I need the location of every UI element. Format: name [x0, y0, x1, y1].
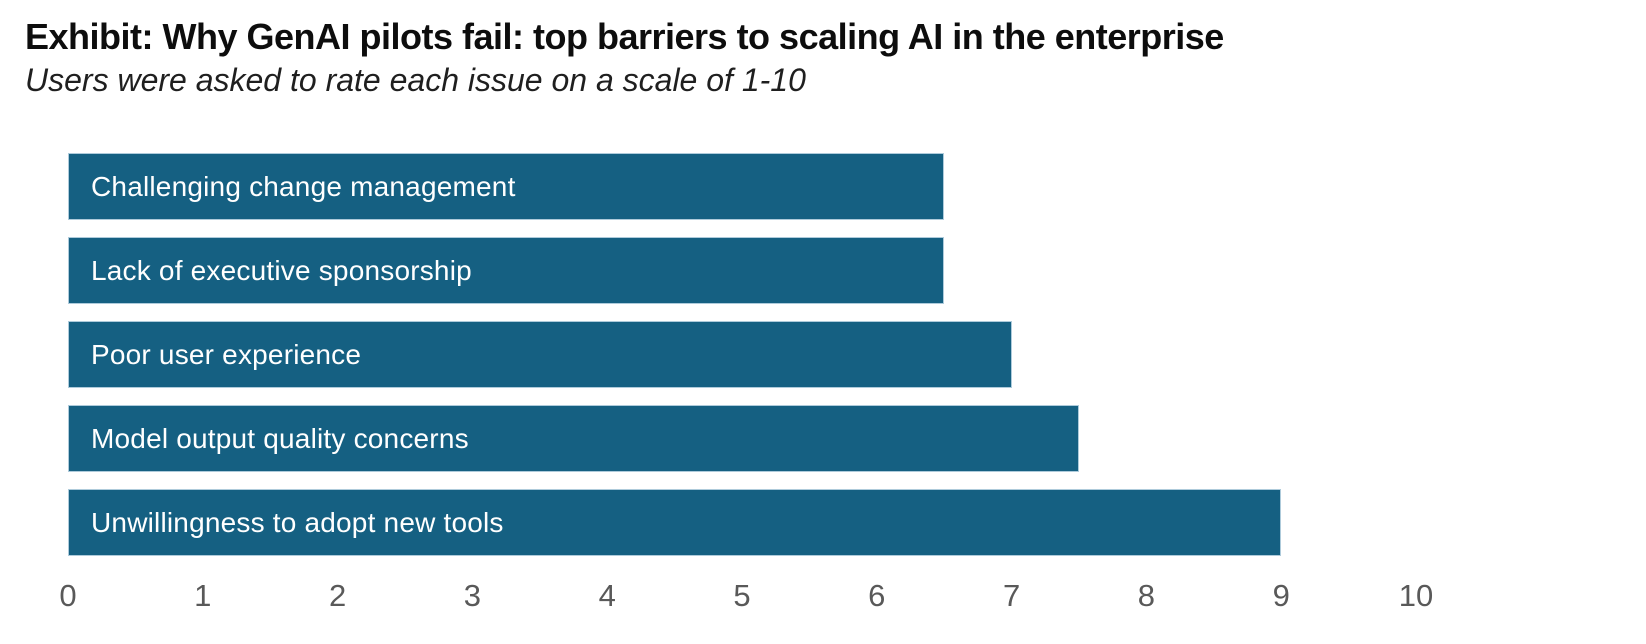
bar: Model output quality concerns — [68, 405, 1079, 472]
chart-title: Exhibit: Why GenAI pilots fail: top barr… — [25, 16, 1224, 57]
bar-row: Unwillingness to adopt new tools — [68, 489, 1282, 556]
x-axis-tick: 10 — [1398, 578, 1434, 613]
bar-label: Model output quality concerns — [91, 422, 469, 454]
bar: Lack of executive sponsorship — [68, 237, 945, 304]
bar: Unwillingness to adopt new tools — [68, 489, 1282, 556]
x-axis-tick: 8 — [1137, 578, 1156, 613]
chart-subtitle: Users were asked to rate each issue on a… — [25, 62, 806, 98]
x-axis-tick: 2 — [328, 578, 347, 613]
x-axis: 0 1 2 3 4 5 6 7 8 9 10 — [59, 578, 1568, 620]
bar-label: Lack of executive sponsorship — [91, 254, 472, 286]
bar: Challenging change management — [68, 153, 945, 220]
bar-label: Challenging change management — [91, 170, 516, 202]
bar-chart: Challenging change management Lack of exe… — [59, 153, 1568, 623]
x-axis-tick: 4 — [598, 578, 616, 613]
x-axis-tick: 6 — [868, 578, 886, 613]
bar-row: Challenging change management — [68, 153, 1281, 220]
x-axis-tick: 1 — [194, 578, 212, 613]
bar-label: Poor user experience — [91, 338, 362, 370]
x-axis-tick: 7 — [1002, 578, 1021, 613]
x-axis-tick: 5 — [733, 578, 751, 613]
x-axis-tick: 0 — [59, 578, 77, 613]
bars-area: Challenging change management Lack of exe… — [68, 153, 1282, 573]
bar: Poor user experience — [68, 321, 1012, 388]
bar-label: Unwillingness to adopt new tools — [91, 506, 504, 538]
bar-row: Model output quality concerns — [68, 405, 1281, 472]
x-axis-tick: 3 — [463, 578, 482, 613]
x-axis-tick: 9 — [1272, 578, 1290, 613]
bar-row: Lack of executive sponsorship — [68, 237, 1281, 304]
bar-row: Poor user experience — [68, 321, 1281, 388]
